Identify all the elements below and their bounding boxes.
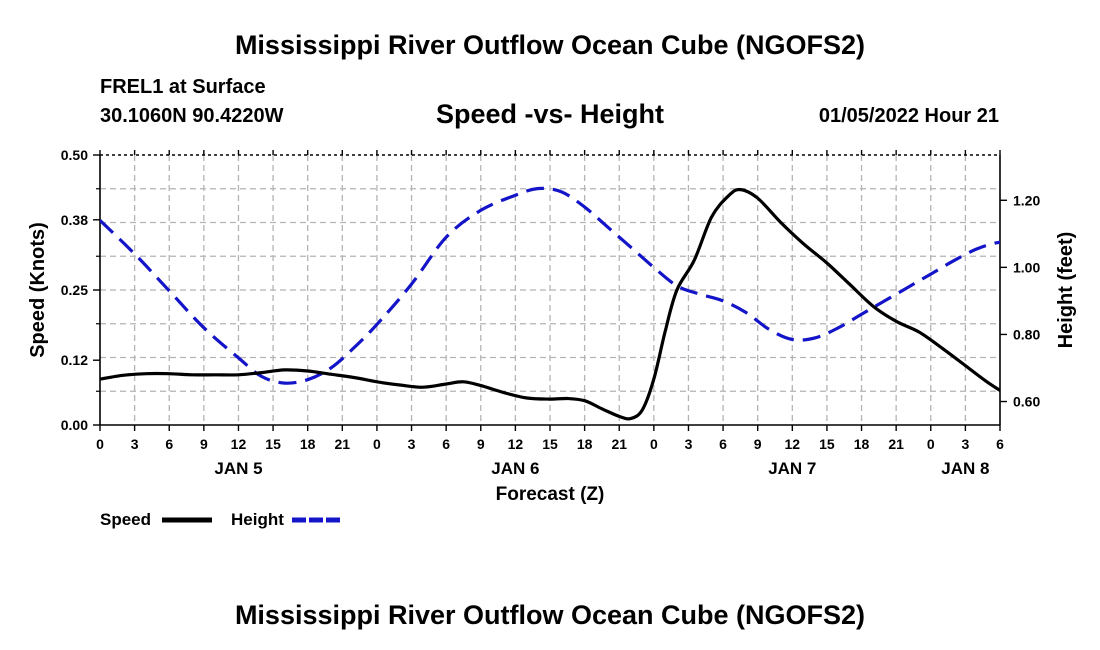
station-label: FREL1 at Surface — [100, 76, 266, 98]
x-tick-label: 6 — [165, 436, 173, 452]
x-tick-label: 9 — [200, 436, 208, 452]
y-tick-label-left: 0.38 — [61, 212, 88, 228]
forecast-datetime: 01/05/2022 Hour 21 — [818, 105, 999, 127]
coordinates-label: 30.1060N 90.4220W — [100, 105, 284, 127]
x-tick-label: 15 — [542, 436, 558, 452]
series-lines — [100, 186, 1000, 421]
x-tick-label: 12 — [231, 436, 247, 452]
y-tick-label-right: 1.20 — [1013, 192, 1040, 208]
x-tick-label: 3 — [408, 436, 416, 452]
x-tick-label: 9 — [754, 436, 762, 452]
axes — [93, 150, 1007, 431]
y-axis-title-left: Speed (Knots) — [27, 222, 49, 358]
x-tick-label: 3 — [131, 436, 139, 452]
day-label: JAN 5 — [214, 459, 262, 478]
x-tick-label: 15 — [819, 436, 835, 452]
x-tick-label: 12 — [785, 436, 801, 452]
x-tick-label: 18 — [300, 436, 316, 452]
legend-label-speed: Speed — [100, 510, 151, 529]
y-tick-label-left: 0.00 — [61, 417, 88, 433]
x-tick-label: 0 — [927, 436, 935, 452]
x-tick-label: 15 — [265, 436, 281, 452]
bottom-title: Mississippi River Outflow Ocean Cube (NG… — [234, 600, 866, 630]
legend: Speed Height — [100, 510, 342, 529]
height-series-line — [100, 186, 1000, 385]
grid — [100, 155, 1000, 425]
x-tick-label: 18 — [577, 436, 593, 452]
y-tick-label-left: 0.12 — [61, 352, 88, 368]
x-tick-label: 6 — [996, 436, 1004, 452]
day-label: JAN 7 — [768, 459, 816, 478]
x-tick-label: 21 — [335, 436, 351, 452]
day-label: JAN 8 — [941, 459, 989, 478]
y-tick-label-right: 1.00 — [1013, 259, 1040, 275]
main-title: Mississippi River Outflow Ocean Cube (NG… — [234, 30, 866, 60]
y-tick-label-right: 0.80 — [1013, 326, 1040, 342]
x-tick-label: 9 — [477, 436, 485, 452]
x-tick-label: 0 — [96, 436, 104, 452]
legend-label-height: Height — [231, 510, 284, 529]
x-tick-label: 21 — [611, 436, 627, 452]
plot-title: Speed -vs- Height — [435, 99, 665, 129]
x-tick-label: 0 — [373, 436, 381, 452]
x-tick-label: 12 — [508, 436, 524, 452]
x-tick-label: 18 — [854, 436, 870, 452]
x-tick-label: 21 — [888, 436, 904, 452]
y-axis-title-right: Height (feet) — [1055, 232, 1077, 349]
x-tick-label: 3 — [961, 436, 969, 452]
x-tick-label: 3 — [685, 436, 693, 452]
x-axis-title: Forecast (Z) — [496, 484, 605, 505]
x-tick-label: 6 — [719, 436, 727, 452]
x-tick-label: 6 — [442, 436, 450, 452]
speed-series-line — [100, 187, 1000, 421]
day-label: JAN 6 — [491, 459, 539, 478]
y-tick-label-left: 0.50 — [61, 147, 88, 163]
y-tick-label-right: 0.60 — [1013, 394, 1040, 410]
x-tick-label: 0 — [650, 436, 658, 452]
y-tick-label-left: 0.25 — [61, 282, 88, 298]
axis-labels: 0 3 6 9 12 15 18 21 0 3 6 9 12 15 18 21 0 3 6 9 12 15 18 21 0 3 6J… — [27, 147, 1077, 505]
